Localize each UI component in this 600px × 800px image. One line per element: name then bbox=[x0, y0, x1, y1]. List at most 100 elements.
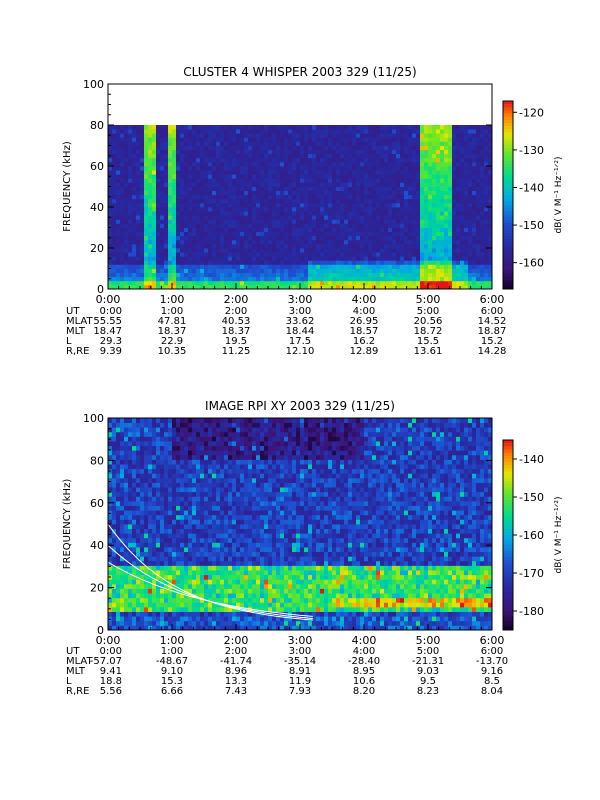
spectrogram-cell bbox=[364, 198, 369, 204]
spectrogram-cell bbox=[172, 161, 177, 167]
spectrogram-cell bbox=[260, 186, 265, 191]
spectrogram-cell bbox=[172, 186, 177, 191]
spectrogram-cell bbox=[132, 450, 137, 456]
spectrogram-cell bbox=[204, 264, 209, 269]
spectrogram-cell bbox=[308, 227, 313, 232]
spectrogram-cell bbox=[168, 597, 173, 603]
spectrogram-cell bbox=[180, 431, 185, 437]
spectrogram-cell bbox=[480, 248, 485, 253]
spectrogram-cell bbox=[304, 211, 309, 216]
spectrogram-cell bbox=[348, 243, 353, 249]
spectrogram-cell bbox=[232, 243, 237, 249]
spectrogram-cell bbox=[248, 239, 253, 245]
spectrogram-cell bbox=[336, 215, 341, 220]
spectrogram-cell bbox=[324, 284, 329, 290]
spectrogram-cell bbox=[272, 211, 277, 216]
spectrogram-cell bbox=[140, 252, 145, 257]
spectrogram-cell bbox=[144, 418, 149, 424]
spectrogram-cell bbox=[128, 593, 133, 599]
spectrogram-cell bbox=[292, 194, 297, 200]
spectrogram-cell bbox=[156, 602, 161, 608]
spectrogram-cell bbox=[356, 145, 361, 150]
spectrogram-cell bbox=[132, 524, 137, 530]
spectrogram-cell bbox=[284, 219, 289, 224]
spectrogram-cell bbox=[152, 137, 157, 142]
spectrogram-cell bbox=[404, 170, 409, 175]
spectrogram-cell bbox=[336, 137, 341, 142]
spectrogram-cell bbox=[460, 264, 465, 269]
spectrogram-cell bbox=[444, 141, 449, 146]
spectrogram-cell bbox=[168, 491, 173, 497]
spectrogram-cell bbox=[300, 239, 305, 245]
spectrogram-cell bbox=[436, 149, 441, 155]
spectrogram-cell bbox=[452, 219, 457, 224]
spectrogram-cell bbox=[140, 149, 145, 155]
spectrogram-cell bbox=[396, 284, 401, 290]
spectrogram-cell bbox=[428, 243, 433, 249]
spectrogram-cell bbox=[192, 153, 197, 159]
spectrogram-cell bbox=[260, 141, 265, 146]
spectrogram-cell bbox=[160, 574, 165, 580]
spectrogram-cell bbox=[184, 477, 189, 483]
colorbar-segment bbox=[503, 220, 513, 224]
spectrogram-cell bbox=[476, 166, 481, 171]
spectrogram-cell bbox=[184, 174, 189, 179]
spectrogram-cell bbox=[348, 284, 353, 290]
spectrogram-cell bbox=[168, 556, 173, 562]
spectrogram-cell bbox=[152, 231, 157, 237]
spectrogram-cell bbox=[352, 215, 357, 220]
spectrogram-cell bbox=[108, 625, 113, 631]
spectrogram-cell bbox=[172, 487, 177, 493]
spectrogram-cell bbox=[144, 593, 149, 599]
spectrogram-cell bbox=[120, 593, 125, 599]
spectrogram-cell bbox=[240, 227, 245, 232]
spectrogram-cell bbox=[212, 219, 217, 224]
spectrogram-cell bbox=[396, 207, 401, 212]
spectrogram-cell bbox=[292, 182, 297, 187]
spectrogram-cell bbox=[176, 625, 181, 631]
spectrogram-cell bbox=[308, 149, 313, 155]
spectrogram-cell bbox=[172, 528, 177, 534]
spectrogram-cell bbox=[128, 528, 133, 534]
spectrogram-cell bbox=[176, 215, 181, 220]
spectrogram-cell bbox=[192, 149, 197, 155]
spectrogram-cell bbox=[128, 565, 133, 571]
spectrogram-cell bbox=[316, 153, 321, 159]
spectrogram-cell bbox=[284, 243, 289, 249]
spectrogram-cell bbox=[156, 260, 161, 265]
spectrogram-cell bbox=[176, 551, 181, 557]
spectrogram-cell bbox=[184, 597, 189, 603]
spectrogram-cell bbox=[384, 268, 389, 273]
spectrogram-cell bbox=[300, 170, 305, 175]
spectrogram-cell bbox=[332, 260, 337, 265]
spectrogram-cell bbox=[208, 252, 213, 257]
spectrogram-cell bbox=[132, 606, 137, 612]
spectrogram-cell bbox=[324, 157, 329, 163]
spectrogram-cell bbox=[232, 276, 237, 282]
spectrogram-cell bbox=[240, 268, 245, 273]
spectrogram-cell bbox=[152, 248, 157, 253]
spectrogram-cell bbox=[108, 129, 113, 134]
spectrogram-cell bbox=[280, 166, 285, 171]
spectrogram-cell bbox=[308, 161, 313, 167]
spectrogram-cell bbox=[204, 223, 209, 228]
spectrogram-cell bbox=[184, 514, 189, 520]
spectrogram-cell bbox=[232, 157, 237, 163]
spectrogram-cell bbox=[456, 219, 461, 224]
spectrogram-cell bbox=[256, 202, 261, 208]
spectrogram-cell bbox=[320, 190, 325, 196]
spectrogram-cell bbox=[272, 178, 277, 183]
spectrogram-cell bbox=[428, 194, 433, 200]
spectrogram-cell bbox=[156, 202, 161, 208]
spectrogram-cell bbox=[232, 264, 237, 269]
spectrogram-cell bbox=[392, 157, 397, 163]
spectrogram-cell bbox=[360, 248, 365, 253]
spectrogram-cell bbox=[256, 178, 261, 183]
spectrogram-cell bbox=[336, 190, 341, 196]
spectrogram-cell bbox=[236, 145, 241, 150]
spectrogram-cell bbox=[336, 161, 341, 167]
spectrogram-cell bbox=[128, 459, 133, 465]
spectrogram-cell bbox=[352, 268, 357, 273]
spectrogram-cell bbox=[136, 602, 141, 608]
spectrogram-cell bbox=[284, 170, 289, 175]
